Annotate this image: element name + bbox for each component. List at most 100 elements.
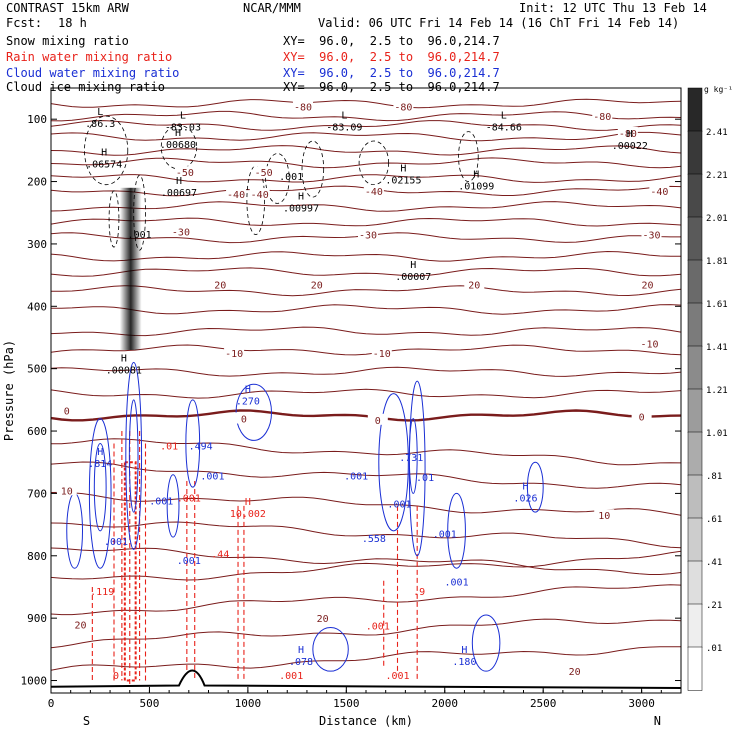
temperature-contour: [51, 584, 681, 616]
extremum-kind: H: [298, 191, 304, 202]
cloud-ice-contour: [458, 131, 479, 182]
temperature-label-bg: [170, 225, 191, 237]
temperature-label: 0: [375, 416, 381, 427]
extremum-value: .9: [413, 587, 425, 598]
temperature-contour: [51, 110, 681, 122]
y-tick-label: 700: [27, 487, 47, 500]
valid-time: Valid: 06 UTC Fri 14 Feb 14 (16 ChT Fri …: [318, 16, 680, 30]
colorbar-swatch: [687, 646, 703, 691]
extremum-kind: H: [298, 645, 304, 656]
extremum-value: .001: [200, 472, 224, 483]
x-tick-label: 1500: [333, 697, 360, 710]
direction-north: N: [654, 714, 661, 728]
temperature-label-bg: [367, 413, 388, 425]
extremum-kind: H: [245, 385, 251, 396]
extremum-value: .001: [433, 530, 457, 541]
extremum-value: .86.3: [85, 119, 115, 130]
fcst-value: 18 h: [58, 16, 87, 30]
y-tick-label: 300: [27, 238, 47, 251]
cloud-water-contour: [471, 614, 501, 672]
colorbar-label: 1.81: [706, 257, 728, 267]
extremum-value: .02155: [385, 175, 421, 186]
field-name-cloudwater: Cloud water mixing ratio: [6, 66, 180, 80]
temperature-label-bg: [617, 126, 638, 138]
temperature-contour: [51, 120, 681, 131]
temperature-label-bg: [639, 337, 660, 349]
temperature-label: 0: [64, 406, 70, 417]
extremum-kind: L: [341, 110, 347, 121]
y-tick-label: 400: [27, 300, 47, 313]
temperature-label-bg: [253, 166, 274, 178]
cloud-ice-contour: [301, 140, 325, 198]
temperature-label-bg: [631, 410, 652, 422]
temperature-label: -10: [373, 349, 391, 360]
colorbar-label: 1.41: [706, 343, 728, 353]
temperature-contour: [51, 145, 681, 156]
extremum-value: .494: [189, 442, 213, 453]
x-axis-label: Distance (km): [319, 714, 413, 728]
temperature-label-bg: [210, 278, 231, 290]
x-tick-label: 2000: [432, 697, 459, 710]
extremum-value: .270: [236, 397, 260, 408]
temperature-contour: [51, 491, 681, 516]
extremum-value: .00697: [161, 188, 197, 199]
extremum-value: .001: [366, 621, 390, 632]
colorbar-label: 2.01: [706, 214, 728, 224]
temperature-contour: [51, 521, 681, 549]
extremum-kind: H: [97, 447, 103, 458]
colorbar-swatch: [687, 345, 703, 390]
temperature-label-bg: [312, 612, 333, 624]
temperature-label: -50: [176, 168, 194, 179]
x-tick-label: 3000: [628, 697, 655, 710]
temperature-contour: [51, 98, 681, 109]
temperature-label-bg: [594, 509, 615, 521]
field-xy-rain: XY= 96.0, 2.5 to 96.0,214.7: [283, 50, 500, 64]
temperature-contour: [51, 388, 681, 399]
init-time: Init: 12 UTC Thu 13 Feb 14: [519, 1, 707, 15]
extremum-value: .001: [279, 671, 303, 682]
temperature-label: -50: [255, 168, 273, 179]
temperature-label-bg: [56, 484, 77, 496]
extremum-kind: H: [176, 176, 182, 187]
temperature-contour: [51, 285, 681, 297]
cloud-water-contour: [526, 461, 544, 513]
temperature-label: 10: [61, 486, 73, 497]
extremum-kind: H: [245, 497, 251, 508]
extremum-value: -83.03: [165, 122, 201, 133]
extremum-kind: H: [522, 481, 528, 492]
temperature-contour: [51, 461, 681, 489]
x-tick-label: 0: [48, 697, 55, 710]
temperature-label: -80: [394, 103, 412, 114]
field-xy-snow: XY= 96.0, 2.5 to 96.0,214.7: [283, 34, 500, 48]
colorbar-swatch: [687, 603, 703, 648]
cloud-ice-contour: [84, 115, 129, 186]
temperature-label: -10: [225, 349, 243, 360]
extremum-value: .00680: [160, 140, 196, 151]
colorbar-swatch: [687, 216, 703, 261]
temperature-label-bg: [293, 100, 313, 112]
temperature-label: 10: [598, 511, 610, 522]
temperature-label: -30: [642, 231, 660, 242]
cloud-water-contour: [166, 474, 180, 538]
cloud-ice-contour: [265, 153, 290, 204]
cloud-ice-contour: [358, 140, 390, 186]
temperature-label-bg: [592, 110, 613, 122]
temperature-contour: [51, 550, 681, 581]
cloud-ice-contour: [133, 174, 146, 251]
temperature-label-bg: [363, 184, 384, 196]
temperature-contour: [51, 409, 681, 422]
temperature-contour: [51, 618, 681, 649]
colorbar-swatch: [687, 474, 703, 519]
temperature-label-bg: [371, 347, 392, 359]
extremum-value: .001: [279, 172, 303, 183]
extremum-value: 0: [113, 671, 119, 682]
temperature-label-bg: [233, 412, 254, 424]
temperature-label: 20: [317, 614, 329, 625]
colorbar-label: 1.61: [706, 300, 728, 310]
temperature-label-bg: [641, 228, 662, 240]
temperature-label: -40: [650, 187, 668, 198]
temperature-label: 20: [214, 280, 226, 291]
cloud-ice-contour: [108, 190, 120, 248]
extremum-kind: H: [400, 163, 406, 174]
temperature-label-bg: [564, 665, 585, 677]
